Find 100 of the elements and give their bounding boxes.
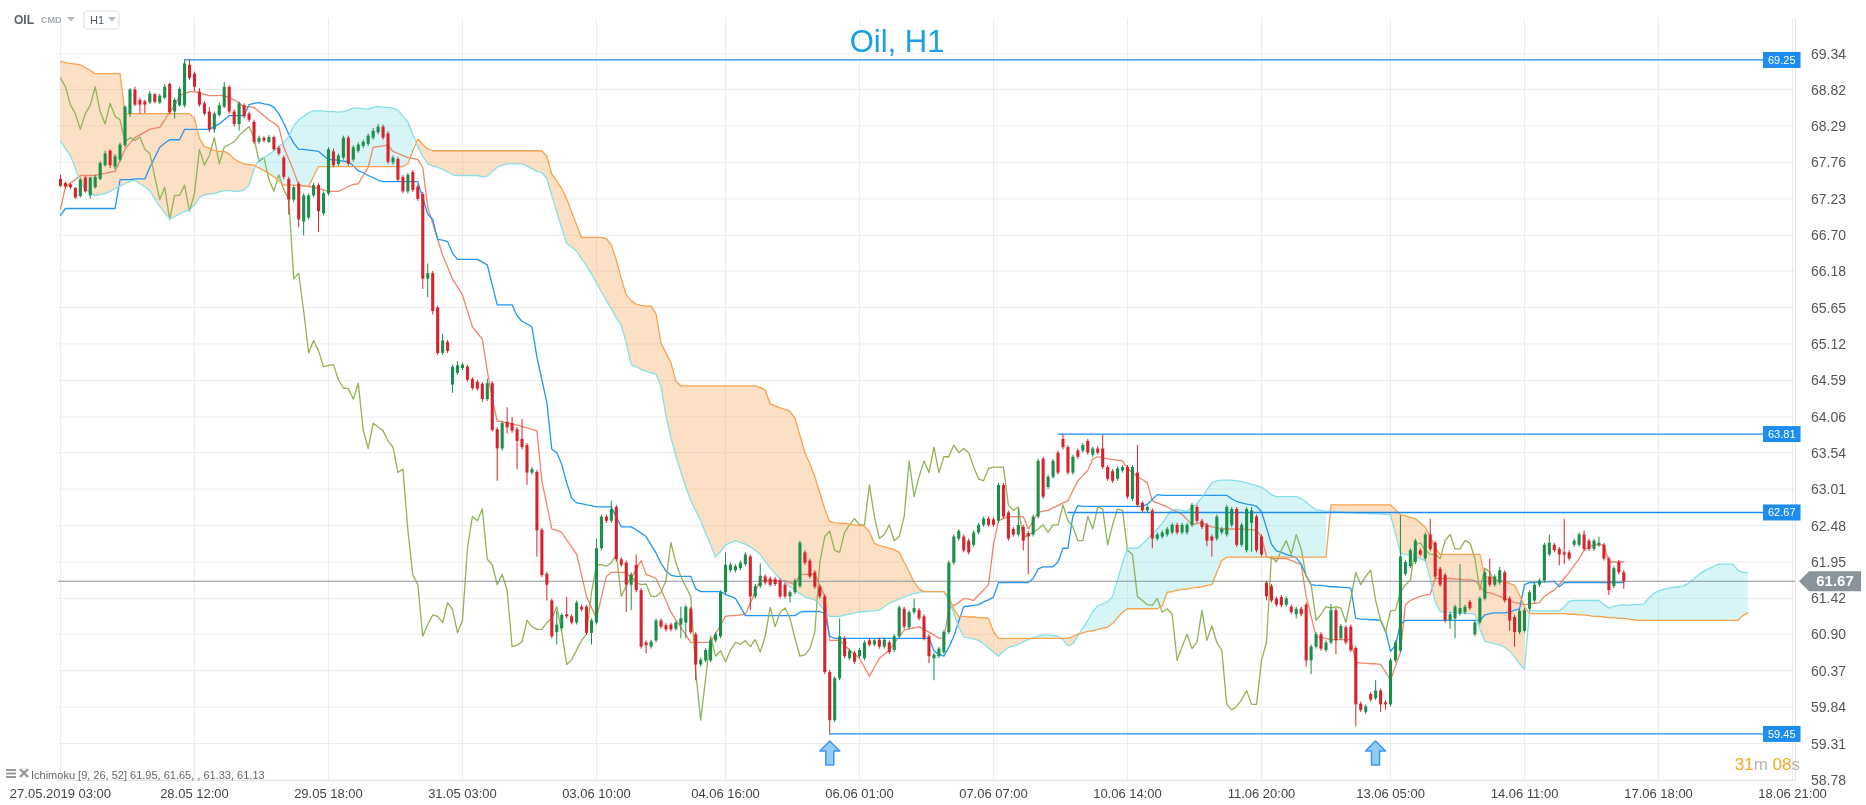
candlestick bbox=[1413, 538, 1417, 565]
candlestick bbox=[1101, 434, 1105, 470]
y-tick-label: 60.90 bbox=[1811, 626, 1847, 643]
y-tick-label: 62.48 bbox=[1811, 517, 1847, 534]
candlestick bbox=[912, 597, 916, 615]
candlestick bbox=[1264, 580, 1268, 601]
candlestick bbox=[1215, 514, 1219, 542]
candlestick bbox=[808, 558, 812, 579]
candlestick bbox=[1205, 522, 1209, 547]
candlestick bbox=[485, 377, 489, 402]
candlestick bbox=[88, 176, 92, 200]
y-tick-label: 61.42 bbox=[1811, 590, 1847, 607]
candlestick bbox=[709, 637, 713, 663]
y-tick-label: 65.65 bbox=[1811, 299, 1847, 316]
candlestick bbox=[1488, 558, 1492, 588]
candlestick bbox=[1622, 569, 1626, 590]
candlestick bbox=[495, 426, 499, 482]
candlestick bbox=[1393, 639, 1398, 663]
candlestick bbox=[575, 600, 579, 626]
candlestick bbox=[1026, 530, 1030, 575]
candlestick bbox=[1056, 450, 1060, 476]
candlestick bbox=[1021, 524, 1025, 551]
y-tick-label: 68.29 bbox=[1811, 117, 1847, 134]
candlestick bbox=[644, 639, 648, 654]
candlestick bbox=[173, 97, 177, 119]
candlestick bbox=[902, 606, 906, 630]
candlestick bbox=[1612, 565, 1616, 589]
candlestick bbox=[108, 148, 112, 169]
candlestick bbox=[197, 87, 201, 108]
candlestick bbox=[1269, 583, 1273, 604]
candlestick bbox=[510, 416, 514, 434]
ref-line-label: 61.67 bbox=[1816, 572, 1854, 590]
x-tick-label: 07.06 07:00 bbox=[959, 786, 1028, 802]
candlestick bbox=[629, 571, 633, 611]
x-tick-label: 28.05 12:00 bbox=[160, 786, 229, 802]
candlestick bbox=[1508, 595, 1512, 632]
annotation: 31m 08s bbox=[1734, 755, 1800, 774]
y-tick-label: 67.76 bbox=[1811, 154, 1847, 171]
candlestick bbox=[589, 617, 594, 646]
candlestick bbox=[1230, 506, 1234, 528]
x-tick-label: 14.06 11:00 bbox=[1490, 786, 1559, 802]
candlestick bbox=[207, 106, 211, 133]
candlestick bbox=[396, 156, 400, 183]
candlestick bbox=[624, 560, 628, 613]
candlestick bbox=[1240, 522, 1244, 548]
candlestick bbox=[237, 100, 241, 132]
candlestick bbox=[138, 97, 142, 115]
candlestick bbox=[684, 604, 688, 639]
candlestick bbox=[1582, 529, 1586, 552]
candlestick bbox=[758, 562, 762, 589]
candlestick bbox=[1344, 624, 1348, 646]
candlestick bbox=[1513, 614, 1517, 648]
y-tick-label: 63.54 bbox=[1811, 444, 1847, 461]
candlestick bbox=[679, 606, 683, 639]
y-tick-label: 61.95 bbox=[1811, 553, 1847, 570]
candlestick bbox=[654, 617, 658, 643]
candlestick bbox=[555, 610, 559, 646]
candlestick bbox=[813, 569, 817, 590]
annotation: CMD bbox=[41, 15, 62, 25]
candlestick bbox=[401, 174, 405, 194]
candlestick bbox=[1071, 454, 1075, 476]
y-tick-label: 63.01 bbox=[1811, 481, 1847, 498]
candlestick bbox=[1547, 533, 1551, 557]
candlestick bbox=[118, 141, 122, 163]
x-tick-label: 06.06 01:00 bbox=[825, 786, 894, 802]
candlestick bbox=[411, 169, 415, 193]
y-tick-label: 65.12 bbox=[1811, 335, 1847, 352]
y-tick-label: 59.84 bbox=[1811, 699, 1847, 716]
candlestick bbox=[252, 119, 256, 145]
candlestick bbox=[1250, 506, 1254, 553]
candlestick bbox=[545, 571, 549, 601]
x-tick-label: 27.05.2019 03:00 bbox=[9, 786, 112, 802]
candlestick bbox=[1016, 508, 1020, 538]
candlestick bbox=[1518, 608, 1522, 635]
candlestick bbox=[451, 364, 455, 394]
candlestick bbox=[257, 135, 261, 145]
candlestick bbox=[843, 635, 847, 659]
candlestick bbox=[1349, 624, 1353, 653]
x-tick-label: 11.06 20:00 bbox=[1227, 786, 1296, 802]
candlestick bbox=[1051, 458, 1055, 480]
candlestick bbox=[1408, 547, 1412, 569]
annotation: Ichimoku [9, 26, 52] 61.95, 61.65, , 61.33, 61.13 bbox=[31, 769, 265, 781]
candlestick bbox=[133, 86, 137, 107]
candlestick bbox=[212, 111, 216, 134]
y-tick-label: 60.37 bbox=[1811, 662, 1847, 679]
y-tick-label: 66.70 bbox=[1811, 227, 1847, 244]
candlestick bbox=[609, 500, 613, 524]
candlestick bbox=[1061, 433, 1065, 450]
x-tick-label: 03.06 10:00 bbox=[562, 786, 631, 802]
y-tick-label: 58.78 bbox=[1811, 771, 1847, 788]
candlestick bbox=[178, 86, 182, 108]
candlestick bbox=[406, 172, 410, 194]
candlestick bbox=[187, 59, 192, 81]
candlestick bbox=[321, 190, 326, 216]
y-tick-label: 59.31 bbox=[1811, 735, 1847, 752]
y-tick-label: 66.18 bbox=[1811, 263, 1847, 280]
candlestick bbox=[331, 148, 335, 168]
x-tick-label: 10.06 14:00 bbox=[1093, 786, 1162, 802]
candlestick bbox=[862, 639, 866, 661]
y-tick-label: 67.23 bbox=[1811, 190, 1847, 207]
